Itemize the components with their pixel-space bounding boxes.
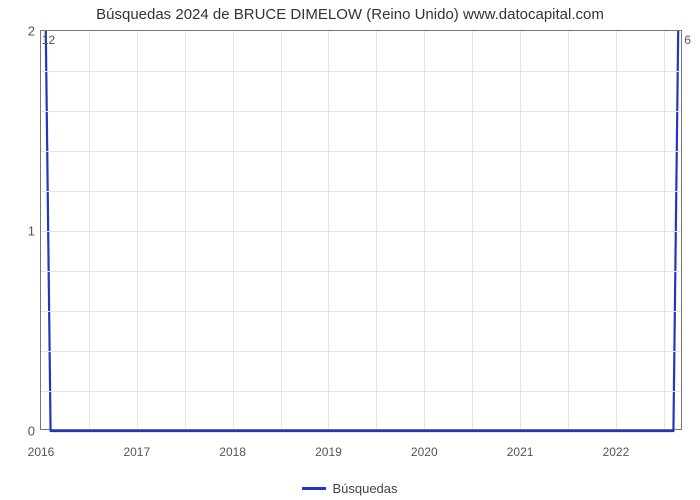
gridline-v bbox=[137, 31, 138, 429]
gridline-v bbox=[185, 31, 186, 429]
gridline-h bbox=[41, 271, 681, 272]
gridline-v bbox=[328, 31, 329, 429]
legend-label: Búsquedas bbox=[332, 481, 397, 496]
x-tick-label: 2017 bbox=[123, 445, 150, 459]
gridline-v bbox=[616, 31, 617, 429]
gridline-h bbox=[41, 311, 681, 312]
gridline-v bbox=[520, 31, 521, 429]
gridline-v bbox=[424, 31, 425, 429]
gridline-h bbox=[41, 71, 681, 72]
y-tick-label: 1 bbox=[28, 224, 35, 239]
legend: Búsquedas bbox=[0, 481, 700, 496]
y-tick-label: 0 bbox=[28, 424, 35, 439]
x-tick-label: 2020 bbox=[411, 445, 438, 459]
gridline-v bbox=[568, 31, 569, 429]
chart-title: Búsquedas 2024 de BRUCE DIMELOW (Reino U… bbox=[0, 6, 700, 23]
point-label: 12 bbox=[42, 33, 55, 47]
legend-swatch bbox=[302, 487, 326, 490]
x-tick-label: 2016 bbox=[28, 445, 55, 459]
gridline-h bbox=[41, 231, 681, 232]
x-tick-label: 2019 bbox=[315, 445, 342, 459]
x-tick-label: 2018 bbox=[219, 445, 246, 459]
gridline-h bbox=[41, 151, 681, 152]
plot-area: 0122016201720182019202020212022126 bbox=[40, 30, 682, 430]
point-label: 6 bbox=[684, 33, 691, 47]
chart-container: Búsquedas 2024 de BRUCE DIMELOW (Reino U… bbox=[0, 0, 700, 500]
gridline-v bbox=[472, 31, 473, 429]
gridline-h bbox=[41, 391, 681, 392]
x-tick-label: 2021 bbox=[507, 445, 534, 459]
gridline-v bbox=[233, 31, 234, 429]
gridline-v bbox=[281, 31, 282, 429]
gridline-h bbox=[41, 191, 681, 192]
x-tick-label: 2022 bbox=[603, 445, 630, 459]
gridline-v bbox=[376, 31, 377, 429]
gridline-v bbox=[89, 31, 90, 429]
gridline-v bbox=[664, 31, 665, 429]
y-tick-label: 2 bbox=[28, 24, 35, 39]
gridline-h bbox=[41, 111, 681, 112]
gridline-h bbox=[41, 351, 681, 352]
